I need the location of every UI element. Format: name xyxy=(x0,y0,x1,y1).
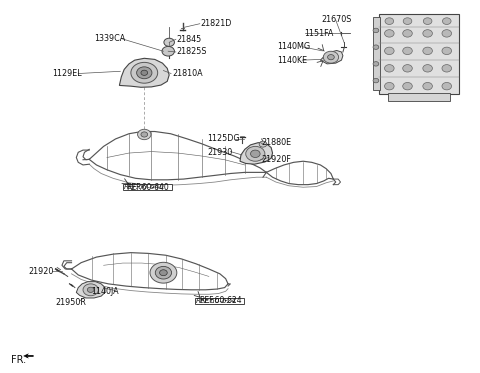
Circle shape xyxy=(403,47,412,54)
Polygon shape xyxy=(240,142,273,164)
Bar xyxy=(388,93,450,101)
Circle shape xyxy=(246,146,265,161)
Text: 21880E: 21880E xyxy=(262,138,292,147)
Polygon shape xyxy=(76,282,105,298)
Circle shape xyxy=(423,82,432,90)
Bar xyxy=(373,18,380,90)
Circle shape xyxy=(423,18,432,25)
Text: 21670S: 21670S xyxy=(322,15,352,24)
Circle shape xyxy=(83,284,98,296)
Text: 1339CA: 1339CA xyxy=(94,34,125,43)
Polygon shape xyxy=(24,354,33,358)
Circle shape xyxy=(156,266,171,279)
Circle shape xyxy=(384,82,394,90)
Text: REF.60-640: REF.60-640 xyxy=(124,184,165,190)
Text: 1129EL: 1129EL xyxy=(52,69,82,78)
Circle shape xyxy=(373,28,379,33)
Circle shape xyxy=(162,46,174,56)
Circle shape xyxy=(442,30,452,37)
Circle shape xyxy=(384,65,394,72)
Circle shape xyxy=(385,18,394,25)
Text: 21920F: 21920F xyxy=(262,155,291,164)
Text: 21930: 21930 xyxy=(207,148,233,157)
Circle shape xyxy=(137,67,152,79)
Circle shape xyxy=(403,18,412,25)
Circle shape xyxy=(384,47,394,54)
Circle shape xyxy=(259,141,267,147)
Text: REF.60-640: REF.60-640 xyxy=(126,183,169,192)
Circle shape xyxy=(403,82,412,90)
Circle shape xyxy=(442,65,452,72)
Circle shape xyxy=(251,150,260,157)
Text: 21845: 21845 xyxy=(177,35,202,44)
Circle shape xyxy=(373,62,379,66)
Text: 21950R: 21950R xyxy=(56,298,86,307)
Circle shape xyxy=(403,65,412,72)
Circle shape xyxy=(164,38,174,46)
Circle shape xyxy=(423,65,432,72)
Circle shape xyxy=(131,62,157,83)
Text: REF.60-624: REF.60-624 xyxy=(199,297,242,305)
Circle shape xyxy=(442,47,452,54)
Text: 21821D: 21821D xyxy=(201,19,232,28)
Text: 1140KE: 1140KE xyxy=(277,56,308,65)
Circle shape xyxy=(373,45,379,49)
Circle shape xyxy=(384,30,394,37)
Circle shape xyxy=(159,270,167,276)
Text: 1125DG: 1125DG xyxy=(207,134,240,144)
Circle shape xyxy=(141,70,148,75)
Text: 21825S: 21825S xyxy=(177,47,207,56)
Text: 21920: 21920 xyxy=(28,267,54,276)
Circle shape xyxy=(327,54,334,60)
FancyBboxPatch shape xyxy=(194,298,244,304)
Circle shape xyxy=(141,132,148,137)
Text: 1140MG: 1140MG xyxy=(277,42,311,51)
Text: 1151FA: 1151FA xyxy=(305,29,334,38)
Polygon shape xyxy=(120,58,169,87)
Text: FR.: FR. xyxy=(11,355,26,366)
Circle shape xyxy=(423,47,432,54)
Circle shape xyxy=(87,287,94,292)
Circle shape xyxy=(423,30,432,37)
Circle shape xyxy=(150,262,177,283)
Text: REF.60-624: REF.60-624 xyxy=(196,298,237,304)
Circle shape xyxy=(373,78,379,83)
Text: 1140JA: 1140JA xyxy=(91,287,118,296)
Circle shape xyxy=(323,51,338,63)
Circle shape xyxy=(403,30,412,37)
Bar xyxy=(379,14,459,94)
Circle shape xyxy=(138,129,151,140)
Polygon shape xyxy=(321,50,343,64)
Circle shape xyxy=(442,82,452,90)
Circle shape xyxy=(443,18,451,25)
FancyBboxPatch shape xyxy=(123,184,171,190)
Text: 21810A: 21810A xyxy=(172,69,203,78)
